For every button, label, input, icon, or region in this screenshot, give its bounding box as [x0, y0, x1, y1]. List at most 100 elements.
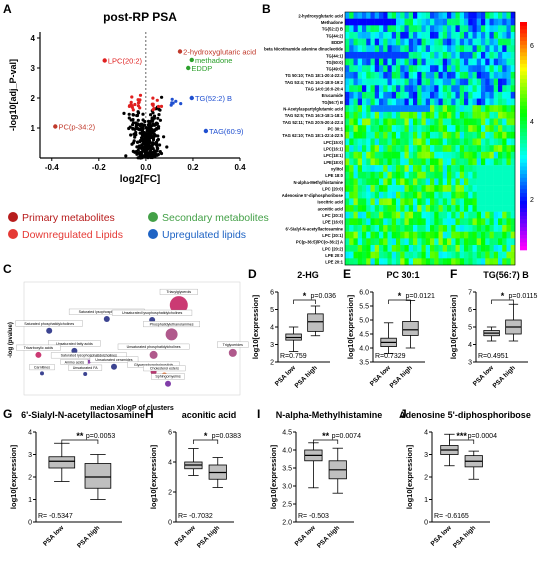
heatmap-cell: [434, 91, 439, 99]
heatmap-cell: [387, 238, 392, 246]
y-tick-label: 3: [28, 452, 32, 459]
heatmap-cell: [400, 118, 405, 126]
heatmap-cell: [396, 185, 401, 192]
heatmap-cell: [481, 158, 486, 166]
heatmap-cell: [506, 171, 511, 179]
heatmap-cell: [451, 105, 456, 113]
heatmap-cell: [464, 178, 469, 186]
heatmap-cell: [506, 125, 511, 133]
heatmap-cell: [451, 178, 456, 186]
heatmap-cell: [387, 251, 392, 259]
heatmap-cell: [362, 171, 367, 179]
heatmap-cell: [413, 91, 418, 99]
heatmap-cell: [383, 191, 388, 199]
heatmap-cell: [481, 31, 486, 39]
heatmap-cell: [357, 31, 363, 39]
heatmap-cell: [510, 211, 516, 219]
heatmap-cell: [459, 211, 465, 219]
colorbar-segment: [520, 37, 527, 42]
cluster-label: Unsaturated fatty acids: [56, 342, 93, 346]
heatmap-cell: [379, 191, 384, 199]
heatmap-cell: [472, 205, 477, 212]
lipid-point-up: [170, 101, 174, 105]
heatmap-cell: [476, 225, 482, 232]
heatmap-cell: [455, 31, 460, 39]
heatmap-cell: [362, 165, 367, 172]
heatmap-row-label: TG(49:0): [326, 67, 344, 72]
y-axis-label: log10[expression]: [449, 294, 458, 359]
heatmap-cell: [362, 31, 367, 39]
heatmap-cell: [408, 151, 414, 159]
heatmap-cell: [451, 171, 456, 179]
heatmap-cell: [379, 185, 384, 192]
heatmap-cell: [379, 98, 384, 106]
box: [402, 320, 419, 336]
heatmap-cell: [400, 65, 405, 73]
heatmap-cell: [413, 178, 418, 186]
heatmap-cell: [459, 71, 465, 79]
heatmap-cell: [506, 131, 511, 139]
colorbar-segment: [520, 242, 527, 247]
data-point: [124, 154, 128, 158]
heatmap-cell: [400, 171, 405, 179]
heatmap-cell: [476, 205, 482, 212]
heatmap-cell: [391, 58, 397, 66]
heatmap-cell: [370, 78, 375, 86]
heatmap-cell: [362, 58, 367, 66]
p-value: p=0.0121: [406, 293, 435, 300]
heatmap-cell: [404, 18, 409, 26]
y-tick-label: 4.5: [282, 430, 292, 437]
y-tick-label: 5.5: [359, 304, 369, 311]
y-tick-label: 4.5: [359, 332, 369, 339]
heatmap-cell: [370, 245, 375, 252]
heatmap-cell: [362, 258, 367, 266]
heatmap-cell: [498, 138, 503, 146]
heatmap-cell: [506, 51, 511, 59]
heatmap-row-label: TG 50:10; TAG 18:1-20:4-22:4: [285, 73, 344, 78]
heatmap-cell: [366, 205, 371, 212]
heatmap-row-label: LPE 20:0: [325, 253, 343, 258]
heatmap-cell: [417, 218, 422, 226]
heatmap-cell: [362, 78, 367, 86]
heatmap-cell: [447, 78, 452, 86]
heatmap-cell: [485, 38, 490, 46]
heatmap-cell: [349, 125, 354, 133]
annotation-label: methadone: [195, 56, 233, 65]
heatmap-cell: [472, 98, 477, 106]
cluster-bubble: [228, 348, 237, 357]
heatmap-cell: [442, 158, 448, 166]
heatmap-cell: [430, 205, 435, 212]
heatmap-cell: [464, 91, 469, 99]
heatmap-cell: [451, 12, 456, 19]
heatmap-cell: [387, 51, 392, 59]
heatmap-cell: [417, 25, 422, 33]
heatmap-cell: [357, 91, 363, 99]
heatmap-cell: [353, 191, 358, 199]
heatmap-cell: [472, 145, 477, 153]
data-point: [165, 145, 169, 149]
heatmap-cell: [391, 145, 397, 153]
heatmap-cell: [396, 111, 401, 119]
heatmap-row-label: LPE 18:0: [325, 173, 343, 178]
heatmap-cell: [425, 18, 431, 26]
data-point: [142, 145, 146, 149]
heatmap-cell: [408, 12, 414, 19]
heatmap-cell: [379, 25, 384, 33]
heatmap-cell: [370, 45, 375, 53]
heatmap-row-label: xylitol: [331, 166, 343, 171]
heatmap-cell: [447, 218, 452, 226]
heatmap-cell: [451, 251, 456, 259]
heatmap-cell: [425, 165, 431, 172]
colorbar-segment: [520, 60, 527, 65]
heatmap-cell: [506, 165, 511, 172]
heatmap-cell: [379, 31, 384, 39]
heatmap-cell: [408, 171, 414, 179]
heatmap-cell: [396, 18, 401, 26]
heatmap-cell: [459, 125, 465, 133]
heatmap-cell: [357, 145, 363, 153]
heatmap-cell: [396, 118, 401, 126]
heatmap-cell: [417, 51, 422, 59]
heatmap-cell: [502, 38, 507, 46]
heatmap-cell: [485, 191, 490, 199]
y-tick-label: 4.0: [282, 448, 292, 455]
